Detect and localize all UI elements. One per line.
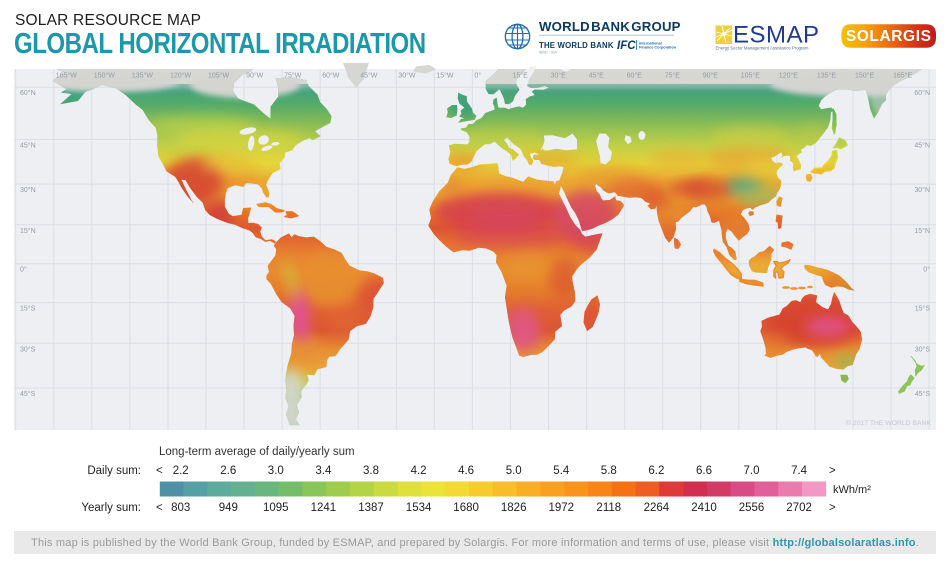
svg-text:Finance Corporation: Finance Corporation: [639, 46, 677, 50]
svg-text:kWh/m²: kWh/m²: [833, 484, 871, 496]
svg-text:ESMAP: ESMAP: [733, 22, 820, 49]
svg-text:45°N: 45°N: [914, 141, 930, 149]
svg-text:© 2017 THE WORLD BANK: © 2017 THE WORLD BANK: [846, 419, 931, 427]
svg-text:IBRD · IDA: IBRD · IDA: [539, 51, 557, 55]
svg-text:6.6: 6.6: [696, 465, 712, 477]
svg-text:45°N: 45°N: [20, 141, 36, 149]
svg-text:>: >: [829, 465, 836, 477]
svg-text:2264: 2264: [644, 502, 670, 514]
svg-text:THE WORLD BANK: THE WORLD BANK: [539, 41, 614, 50]
svg-text:30°N: 30°N: [20, 186, 36, 194]
svg-text:5.0: 5.0: [506, 465, 522, 477]
svg-text:<: <: [156, 465, 163, 477]
svg-text:60°W: 60°W: [322, 72, 340, 80]
svg-text:2702: 2702: [786, 502, 812, 514]
svg-text:WORLD BANK GROUP: WORLD BANK GROUP: [539, 19, 681, 34]
svg-text:2.6: 2.6: [220, 465, 236, 477]
svg-text:120°W: 120°W: [170, 72, 191, 80]
svg-text:1534: 1534: [406, 502, 432, 514]
svg-text:4.6: 4.6: [458, 465, 474, 477]
svg-text:30°S: 30°S: [20, 345, 36, 353]
svg-text:1826: 1826: [501, 502, 527, 514]
svg-text:45°E: 45°E: [589, 72, 605, 80]
svg-text:803: 803: [171, 502, 190, 514]
svg-text:45°S: 45°S: [20, 390, 36, 398]
svg-text:90°E: 90°E: [703, 72, 719, 80]
svg-text:45°S: 45°S: [915, 390, 931, 398]
svg-text:Yearly sum:: Yearly sum:: [81, 502, 141, 514]
svg-text:5.4: 5.4: [553, 465, 570, 477]
svg-text:15°S: 15°S: [20, 305, 36, 313]
svg-text:105°E: 105°E: [741, 72, 760, 80]
svg-text:135°W: 135°W: [132, 72, 153, 80]
svg-text:30°W: 30°W: [398, 72, 416, 80]
svg-text:2556: 2556: [739, 502, 765, 514]
svg-text:1387: 1387: [358, 502, 384, 514]
svg-text:2.2: 2.2: [173, 465, 189, 477]
svg-text:4.2: 4.2: [411, 465, 427, 477]
svg-text:135°E: 135°E: [817, 72, 836, 80]
svg-text:30°N: 30°N: [914, 186, 930, 194]
svg-text:150°W: 150°W: [94, 72, 115, 80]
svg-text:3.0: 3.0: [268, 465, 284, 477]
svg-text:0°: 0°: [923, 266, 930, 274]
svg-text:30°E: 30°E: [551, 72, 567, 80]
svg-text:1095: 1095: [263, 502, 289, 514]
svg-text:165°E: 165°E: [893, 72, 912, 80]
svg-text:>: >: [829, 502, 836, 514]
svg-text:1972: 1972: [549, 502, 575, 514]
svg-text:15°N: 15°N: [914, 227, 930, 235]
svg-text:120°E: 120°E: [779, 72, 798, 80]
svg-text:<: <: [156, 502, 163, 514]
svg-text:1241: 1241: [311, 502, 337, 514]
svg-text:Long-term average of daily/yea: Long-term average of daily/yearly sum: [159, 446, 355, 458]
svg-text:15°W: 15°W: [436, 72, 454, 80]
svg-text:SOLARGIS: SOLARGIS: [846, 28, 932, 45]
svg-text:15°N: 15°N: [20, 227, 36, 235]
svg-text:75°W: 75°W: [284, 72, 302, 80]
svg-text:15°E: 15°E: [513, 72, 529, 80]
svg-text:2118: 2118: [596, 502, 621, 514]
svg-text:105°W: 105°W: [208, 72, 229, 80]
svg-text:30°S: 30°S: [915, 345, 931, 353]
svg-text:75°E: 75°E: [665, 72, 681, 80]
svg-text:15°S: 15°S: [915, 305, 931, 313]
svg-text:90°W: 90°W: [246, 72, 264, 80]
svg-text:5.8: 5.8: [601, 465, 617, 477]
svg-text:3.4: 3.4: [315, 465, 332, 477]
svg-text:2410: 2410: [691, 502, 717, 514]
svg-text:6.2: 6.2: [648, 465, 664, 477]
svg-text:949: 949: [219, 502, 238, 514]
svg-text:Energy Sector Management Assis: Energy Sector Management Assistance Prog…: [716, 46, 809, 51]
svg-text:0°: 0°: [474, 72, 481, 80]
svg-text:IFC: IFC: [617, 40, 636, 52]
svg-text:60°N: 60°N: [914, 89, 930, 97]
svg-text:165°W: 165°W: [56, 72, 77, 80]
svg-text:International: International: [639, 42, 662, 46]
svg-text:Daily sum:: Daily sum:: [87, 465, 141, 477]
svg-text:60°N: 60°N: [20, 89, 36, 97]
svg-text:3.8: 3.8: [363, 465, 379, 477]
svg-text:150°E: 150°E: [855, 72, 874, 80]
svg-text:60°E: 60°E: [627, 72, 643, 80]
svg-text:0°: 0°: [20, 266, 27, 274]
svg-text:1680: 1680: [453, 502, 479, 514]
svg-text:7.0: 7.0: [744, 465, 760, 477]
svg-text:7.4: 7.4: [791, 465, 808, 477]
svg-text:45°W: 45°W: [360, 72, 378, 80]
